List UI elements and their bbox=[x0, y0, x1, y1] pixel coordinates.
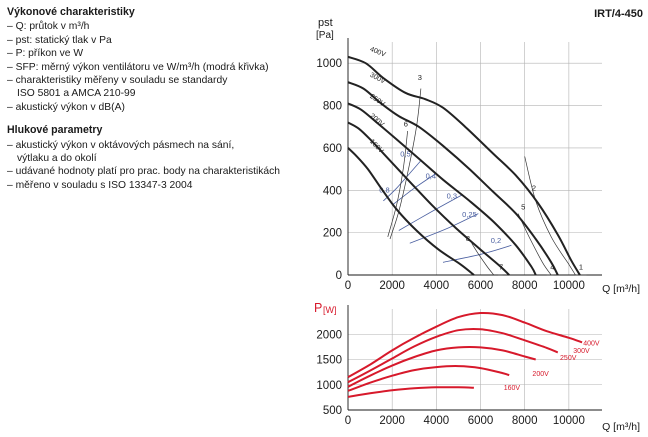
sfp-label: 0,8 bbox=[379, 185, 389, 194]
performance-line: – SFP: měrný výkon ventilátoru ve W/m³/h… bbox=[7, 61, 269, 73]
series-label: 160V bbox=[504, 385, 521, 392]
x-tick-label: 0 bbox=[345, 415, 351, 427]
y-tick-label: 2000 bbox=[316, 329, 342, 341]
sfp-curve bbox=[442, 244, 512, 263]
operating-point-label: 6 bbox=[404, 120, 408, 129]
x-tick-label: 4000 bbox=[424, 280, 450, 292]
pressure-curve bbox=[347, 55, 581, 276]
series-label: 400V bbox=[369, 46, 387, 59]
x-tick-label: 4000 bbox=[424, 415, 450, 427]
operating-line bbox=[471, 243, 495, 276]
noise-line: – měřeno v souladu s ISO 13347-3 2004 bbox=[7, 179, 193, 191]
pressure-curve bbox=[347, 102, 537, 276]
sfp-label: 0,2 bbox=[491, 236, 501, 245]
power-chart: 0 2000 4000 6000 8000 10000 500 1000 1500 2000 P [W… bbox=[314, 301, 640, 433]
x-tick-label: 2000 bbox=[379, 415, 405, 427]
sfp-curve bbox=[409, 213, 479, 244]
x-tick-label: 6000 bbox=[468, 280, 494, 292]
y-tick-label: 1000 bbox=[316, 380, 342, 392]
operating-line bbox=[517, 213, 552, 276]
pressure-curve bbox=[347, 121, 510, 276]
pressure-chart: 0 2000 4000 6000 8000 10000 0 200 400 600 800 1000 I… bbox=[316, 8, 643, 295]
description-panel: Výkonové charakteristiky – Q: průtok v m… bbox=[7, 6, 297, 192]
power-curve bbox=[347, 346, 536, 388]
y-axis-label: P bbox=[314, 301, 322, 315]
operating-line bbox=[389, 88, 422, 240]
x-tick-label: 0 bbox=[345, 280, 351, 292]
x-tick-label: 6000 bbox=[468, 415, 494, 427]
y-tick-label: 600 bbox=[323, 143, 342, 155]
noise-line: – akustický výkon v oktávových pásmech n… bbox=[7, 139, 235, 151]
y-axis-unit: [Pa] bbox=[316, 30, 334, 41]
sfp-label: 0,4 bbox=[426, 172, 436, 181]
pressure-curve bbox=[347, 81, 559, 276]
y-tick-label: 400 bbox=[323, 185, 342, 197]
y-tick-label: 0 bbox=[336, 270, 342, 282]
operating-point-label: 1 bbox=[579, 263, 583, 272]
sfp-curve bbox=[398, 194, 464, 231]
noise-line: – udávané hodnoty platí pro prac. body n… bbox=[7, 166, 281, 178]
sfp-curve bbox=[383, 160, 422, 202]
x-axis-label: Q [m³/h] bbox=[602, 421, 640, 433]
pressure-curve bbox=[347, 147, 475, 276]
power-curve bbox=[347, 311, 583, 379]
x-tick-label: 8000 bbox=[512, 280, 538, 292]
performance-line: – pst: statický tlak v Pa bbox=[7, 34, 112, 46]
x-tick-label: 10000 bbox=[553, 280, 585, 292]
series-label: 300V bbox=[573, 348, 590, 355]
performance-line: ISO 5801 a AMCA 210-99 bbox=[17, 88, 136, 100]
operating-line bbox=[524, 156, 576, 276]
series-label: 400V bbox=[583, 340, 600, 347]
x-tick-label: 10000 bbox=[553, 415, 585, 427]
performance-line: – akustický výkon v dB(A) bbox=[7, 101, 125, 113]
series-label: 200V bbox=[368, 113, 385, 129]
performance-line: – P: příkon ve W bbox=[7, 48, 84, 60]
y-tick-label: 500 bbox=[323, 405, 342, 417]
y-tick-label: 200 bbox=[323, 228, 342, 240]
performance-line: – charakteristiky měřeny v souladu se st… bbox=[7, 75, 228, 87]
operating-point-label: 7 bbox=[499, 263, 503, 272]
noise-heading: Hlukové parametry bbox=[7, 124, 103, 137]
series-label: 200V bbox=[532, 371, 549, 378]
chart-title: IRT/4-450 bbox=[594, 8, 643, 20]
x-axis-label: Q [m³/h] bbox=[602, 283, 640, 295]
y-tick-label: 1000 bbox=[316, 58, 342, 70]
noise-list: – akustický výkon v oktávových pásmech n… bbox=[7, 139, 297, 193]
x-tick-label: 2000 bbox=[379, 280, 405, 292]
sfp-label: 0,3 bbox=[447, 192, 457, 201]
x-tick-label: 8000 bbox=[512, 415, 538, 427]
y-axis-unit: [W] bbox=[323, 305, 337, 315]
operating-point-label: 2 bbox=[532, 183, 536, 192]
power-curve bbox=[347, 386, 474, 398]
y-tick-label: 1500 bbox=[316, 355, 342, 367]
noise-line: výtlaku a do okolí bbox=[17, 153, 97, 165]
operating-point-label: 8 bbox=[466, 234, 470, 243]
power-curve bbox=[347, 327, 559, 384]
sfp-label: 0,25 bbox=[462, 210, 477, 219]
series-label: 250V bbox=[560, 355, 577, 362]
y-tick-label: 800 bbox=[323, 101, 342, 113]
performance-heading: Výkonové charakteristiky bbox=[7, 6, 135, 18]
operating-point-label: 5 bbox=[521, 202, 525, 211]
series-label: 300V bbox=[369, 72, 387, 86]
sfp-curve bbox=[391, 172, 437, 206]
power-curve bbox=[347, 365, 510, 392]
y-axis-label: pst bbox=[318, 17, 333, 29]
operating-point-label: 3 bbox=[418, 73, 422, 82]
operating-point-label: 4 bbox=[550, 263, 554, 272]
performance-list: – Q: průtok v m³/h – pst: statický tlak … bbox=[7, 20, 297, 114]
performance-line: – Q: průtok v m³/h bbox=[7, 21, 90, 33]
